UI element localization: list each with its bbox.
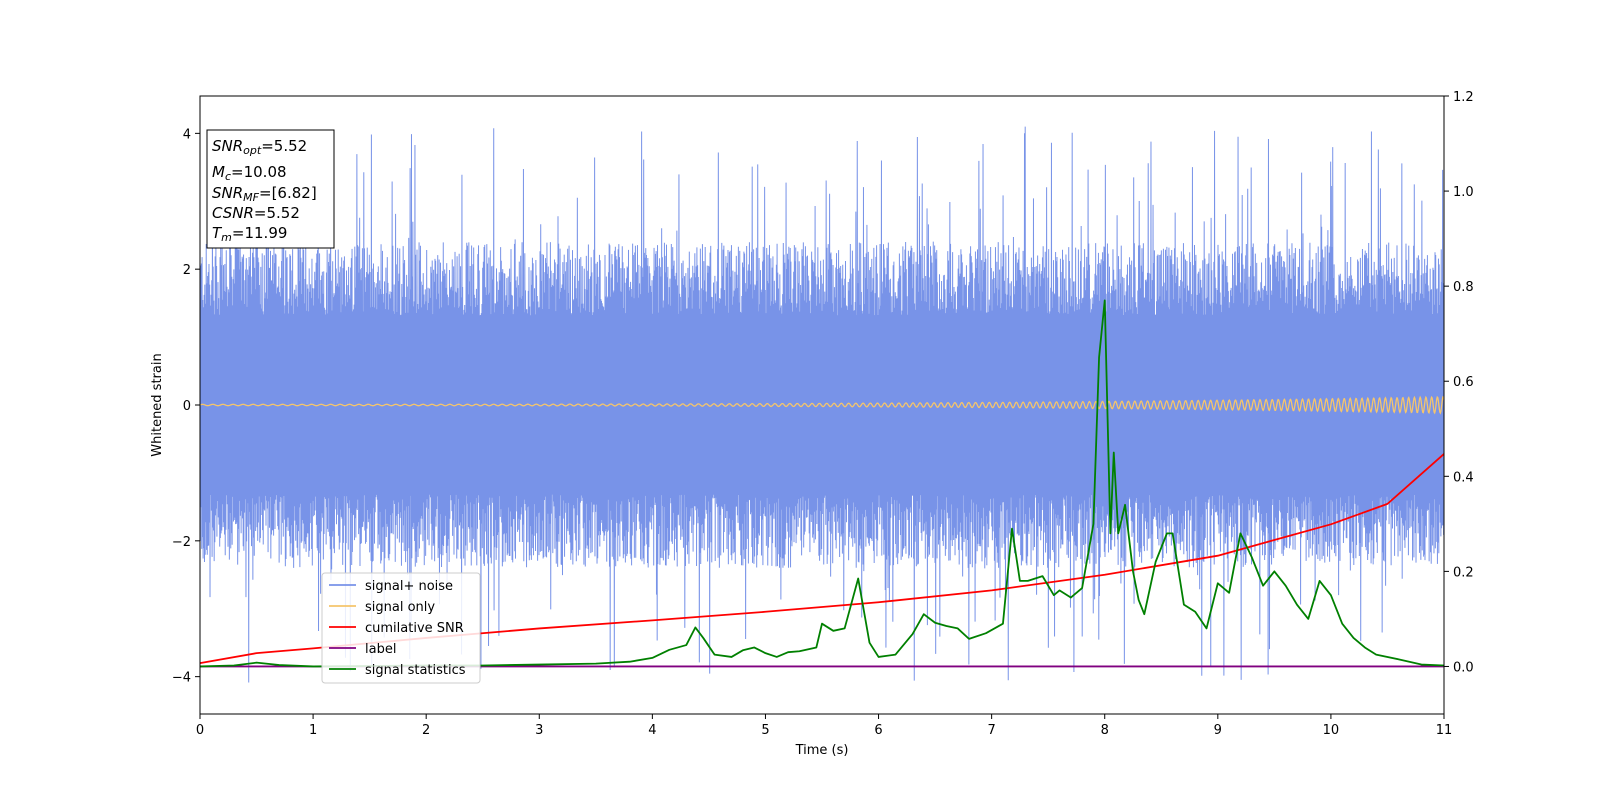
legend-item-label: signal only [365,600,435,615]
x-tick-label: 2 [422,723,430,738]
annotation-line: SNRopt=5.52 [212,137,307,157]
y2-tick-label: 0.2 [1453,565,1474,580]
x-tick-label: 11 [1436,723,1453,738]
x-tick-label: 5 [761,723,769,738]
y-tick-label: −4 [172,671,191,686]
x-tick-label: 0 [196,723,204,738]
y2-tick-label: 0.6 [1453,375,1474,390]
y-tick-label: 4 [183,127,191,142]
annotation-line: Tm=11.99 [212,224,287,244]
legend-item-label: label [365,642,396,657]
y-axis-label: Whitened strain [150,353,165,456]
legend-item-label: cumilative SNR [365,621,464,636]
y-tick-label: 2 [183,263,191,278]
snr-annotation-box: SNRopt=5.52 Mc=10.08SNRMF=[6.82]CSNR=5.52… [206,129,335,249]
series-signal-noise-line [199,126,1445,683]
x-axis-label: Time (s) [795,743,849,758]
legend: signal+ noise signal only cumilative SNR la… [321,572,481,684]
annotation-frame [206,129,335,249]
y2-tick-label: 0.8 [1453,280,1474,295]
y2-tick-label: 0.4 [1453,470,1474,485]
x-tick-label: 6 [874,723,882,738]
x-tick-label: 10 [1323,723,1340,738]
y2-tick-label: 0.0 [1453,660,1474,675]
y-tick-label: −2 [172,535,191,550]
legend-frame [321,572,481,684]
y-axis-right: 0.0 0.2 0.4 0.6 0.8 1.0 1.2 [1444,90,1474,675]
x-tick-label: 4 [648,723,656,738]
y2-tick-label: 1.0 [1453,185,1474,200]
annotation-line: Mc=10.08 [212,163,287,183]
legend-item-label: signal+ noise [365,579,453,594]
x-tick-label: 1 [309,723,317,738]
y-axis-left: −4 −2 0 2 4 [172,127,200,686]
y2-tick-label: 1.2 [1453,90,1474,105]
annotation-line: SNRMF=[6.82] [212,184,317,204]
x-tick-label: 3 [535,723,543,738]
x-tick-label: 8 [1101,723,1109,738]
annotation-line: CSNR=5.52 [212,204,300,222]
legend-item-label: signal statistics [365,663,466,678]
series-signal-statistics-line [199,299,1445,668]
y-tick-label: 0 [183,399,191,414]
x-axis: 0 1 2 3 4 5 6 7 8 9 10 11 [196,714,1452,738]
x-tick-label: 9 [1214,723,1222,738]
series-signal-only-line [199,395,1445,415]
x-tick-label: 7 [987,723,995,738]
